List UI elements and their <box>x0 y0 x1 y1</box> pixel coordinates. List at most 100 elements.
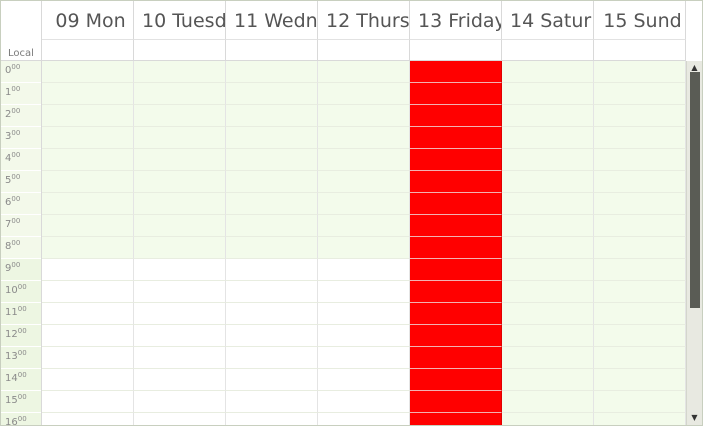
day-header[interactable]: 14 Satur <box>502 1 594 40</box>
time-slot[interactable] <box>226 303 318 325</box>
time-slot[interactable] <box>42 347 134 369</box>
time-slot[interactable] <box>318 281 410 303</box>
time-slot[interactable] <box>42 259 134 281</box>
time-slot[interactable] <box>42 413 134 425</box>
time-slot[interactable] <box>502 215 594 237</box>
time-slot[interactable] <box>318 413 410 425</box>
time-slot[interactable] <box>42 193 134 215</box>
time-slot[interactable] <box>42 391 134 413</box>
all-day-cell[interactable] <box>410 40 502 61</box>
time-slot[interactable] <box>134 347 226 369</box>
time-slot[interactable] <box>134 105 226 127</box>
time-slot[interactable] <box>318 127 410 149</box>
time-slot[interactable] <box>134 127 226 149</box>
time-slot[interactable] <box>42 303 134 325</box>
busy-time-slot[interactable] <box>410 237 502 259</box>
time-slot[interactable] <box>134 281 226 303</box>
busy-time-slot[interactable] <box>410 259 502 281</box>
time-slot[interactable] <box>594 347 686 369</box>
all-day-cell[interactable] <box>502 40 594 61</box>
time-slot[interactable] <box>318 105 410 127</box>
time-slot[interactable] <box>318 83 410 105</box>
time-slot[interactable] <box>318 61 410 83</box>
busy-time-slot[interactable] <box>410 105 502 127</box>
all-day-cell[interactable] <box>134 40 226 61</box>
busy-time-slot[interactable] <box>410 193 502 215</box>
time-slot[interactable] <box>226 171 318 193</box>
time-slot[interactable] <box>134 413 226 425</box>
busy-time-slot[interactable] <box>410 61 502 83</box>
time-slot[interactable] <box>318 171 410 193</box>
time-slot[interactable] <box>42 281 134 303</box>
time-slot[interactable] <box>42 369 134 391</box>
time-slot[interactable] <box>502 391 594 413</box>
time-slot[interactable] <box>318 149 410 171</box>
busy-time-slot[interactable] <box>410 325 502 347</box>
time-slot[interactable] <box>502 369 594 391</box>
time-slot[interactable] <box>42 105 134 127</box>
time-slot[interactable] <box>226 347 318 369</box>
time-slot[interactable] <box>318 193 410 215</box>
time-slot[interactable] <box>594 303 686 325</box>
time-slot[interactable] <box>226 259 318 281</box>
time-slot[interactable] <box>594 237 686 259</box>
day-header[interactable]: 12 Thurs <box>318 1 410 40</box>
time-slot[interactable] <box>134 259 226 281</box>
scroll-up-arrow-icon[interactable]: ▲ <box>691 63 698 72</box>
busy-time-slot[interactable] <box>410 83 502 105</box>
time-slot[interactable] <box>594 61 686 83</box>
time-slot[interactable] <box>226 193 318 215</box>
time-slot[interactable] <box>226 83 318 105</box>
day-header[interactable]: 15 Sund <box>594 1 686 40</box>
time-slot[interactable] <box>42 237 134 259</box>
time-slot[interactable] <box>42 215 134 237</box>
time-slot[interactable] <box>134 149 226 171</box>
time-slot[interactable] <box>318 391 410 413</box>
time-slot[interactable] <box>134 171 226 193</box>
time-slot[interactable] <box>502 237 594 259</box>
time-slot[interactable] <box>318 369 410 391</box>
time-slot[interactable] <box>134 237 226 259</box>
time-slot[interactable] <box>226 127 318 149</box>
time-slot[interactable] <box>134 193 226 215</box>
time-slot[interactable] <box>318 215 410 237</box>
time-slot[interactable] <box>42 83 134 105</box>
time-slot[interactable] <box>134 369 226 391</box>
time-slot[interactable] <box>502 61 594 83</box>
time-slot[interactable] <box>134 325 226 347</box>
time-slot[interactable] <box>594 105 686 127</box>
time-slot[interactable] <box>226 391 318 413</box>
time-slot[interactable] <box>502 413 594 425</box>
time-slot[interactable] <box>134 61 226 83</box>
scroll-down-arrow-icon[interactable]: ▼ <box>691 413 698 422</box>
time-slot[interactable] <box>134 391 226 413</box>
time-slot[interactable] <box>42 61 134 83</box>
time-slot[interactable] <box>226 149 318 171</box>
time-slot[interactable] <box>594 193 686 215</box>
time-slot[interactable] <box>502 325 594 347</box>
time-slot[interactable] <box>594 391 686 413</box>
time-slot[interactable] <box>134 303 226 325</box>
time-slot[interactable] <box>318 325 410 347</box>
time-slot[interactable] <box>318 303 410 325</box>
time-slot[interactable] <box>226 105 318 127</box>
time-slot[interactable] <box>226 369 318 391</box>
time-slot[interactable] <box>502 83 594 105</box>
vertical-scrollbar[interactable]: ▲ ▼ <box>686 61 702 425</box>
time-slot[interactable] <box>502 171 594 193</box>
time-slot[interactable] <box>502 259 594 281</box>
day-header[interactable]: 11 Wedn <box>226 1 318 40</box>
scroll-thumb[interactable] <box>690 72 700 308</box>
time-slot[interactable] <box>502 127 594 149</box>
day-header[interactable]: 10 Tuesd <box>134 1 226 40</box>
time-slot[interactable] <box>226 237 318 259</box>
time-slot[interactable] <box>502 193 594 215</box>
time-slot[interactable] <box>318 237 410 259</box>
all-day-cell[interactable] <box>42 40 134 61</box>
busy-time-slot[interactable] <box>410 281 502 303</box>
time-slot[interactable] <box>318 347 410 369</box>
busy-time-slot[interactable] <box>410 215 502 237</box>
busy-time-slot[interactable] <box>410 369 502 391</box>
time-slot[interactable] <box>134 83 226 105</box>
busy-time-slot[interactable] <box>410 413 502 425</box>
